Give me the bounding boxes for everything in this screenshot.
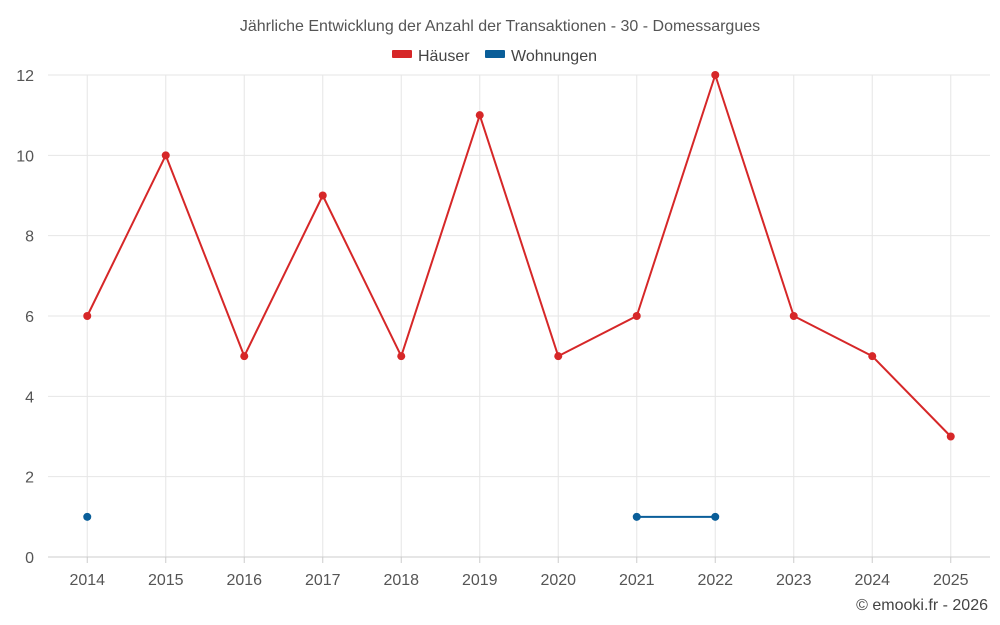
legend-label-hauser[interactable]: Häuser <box>418 48 470 65</box>
data-point-h-user[interactable] <box>240 352 249 361</box>
legend-swatch-wohnungen <box>485 50 505 58</box>
x-tick-label: 2016 <box>226 572 262 589</box>
data-point-h-user[interactable] <box>946 432 955 441</box>
y-tick-label: 12 <box>16 68 34 85</box>
x-tick-label: 2020 <box>540 572 576 589</box>
x-tick-label: 2018 <box>383 572 419 589</box>
y-tick-label: 2 <box>25 470 34 487</box>
legend-label-wohnungen[interactable]: Wohnungen <box>511 48 597 65</box>
legend-swatch-hauser <box>392 50 412 58</box>
x-axis: 2014 2015 2016 2017 2018 2019 2020 2021 2022 2023… <box>48 556 990 589</box>
x-tick-label: 2014 <box>69 572 105 589</box>
x-tick-label: 2023 <box>776 572 812 589</box>
grid <box>48 74 990 557</box>
data-point-h-user[interactable] <box>632 312 641 320</box>
data-point-h-user[interactable] <box>789 312 798 320</box>
data-point-wohnungen[interactable] <box>632 512 641 521</box>
legend: Häuser Wohnungen <box>392 48 597 65</box>
y-tick-label: 8 <box>25 229 34 246</box>
data-point-h-user[interactable] <box>83 312 92 320</box>
data-point-wohnungen[interactable] <box>711 512 720 521</box>
data-point-h-user[interactable] <box>868 352 877 361</box>
x-tick-label: 2019 <box>462 572 498 589</box>
y-tick-label: 4 <box>25 389 34 406</box>
y-tick-label: 0 <box>25 550 34 567</box>
data-point-wohnungen[interactable] <box>83 512 92 521</box>
x-tick-label: 2022 <box>697 572 733 589</box>
y-tick-label: 10 <box>16 148 34 165</box>
y-tick-label: 6 <box>25 309 34 326</box>
series-layer <box>83 71 955 521</box>
data-point-h-user[interactable] <box>318 191 327 200</box>
x-tick-label: 2017 <box>305 572 341 589</box>
data-point-h-user[interactable] <box>161 151 170 160</box>
series-line-h-user <box>86 74 952 438</box>
data-point-h-user[interactable] <box>397 352 406 361</box>
x-tick-label: 2025 <box>933 572 969 589</box>
x-tick-label: 2015 <box>148 572 184 589</box>
data-point-h-user[interactable] <box>554 352 563 361</box>
data-point-h-user[interactable] <box>475 111 484 120</box>
y-axis: 0 2 4 6 8 10 12 <box>16 68 34 567</box>
chart-title: Jährliche Entwicklung der Anzahl der Tra… <box>240 18 760 35</box>
x-tick-label: 2024 <box>854 572 890 589</box>
x-tick-label: 2021 <box>619 572 655 589</box>
credit-text: © emooki.fr - 2026 <box>856 597 988 614</box>
data-point-h-user[interactable] <box>711 71 720 79</box>
